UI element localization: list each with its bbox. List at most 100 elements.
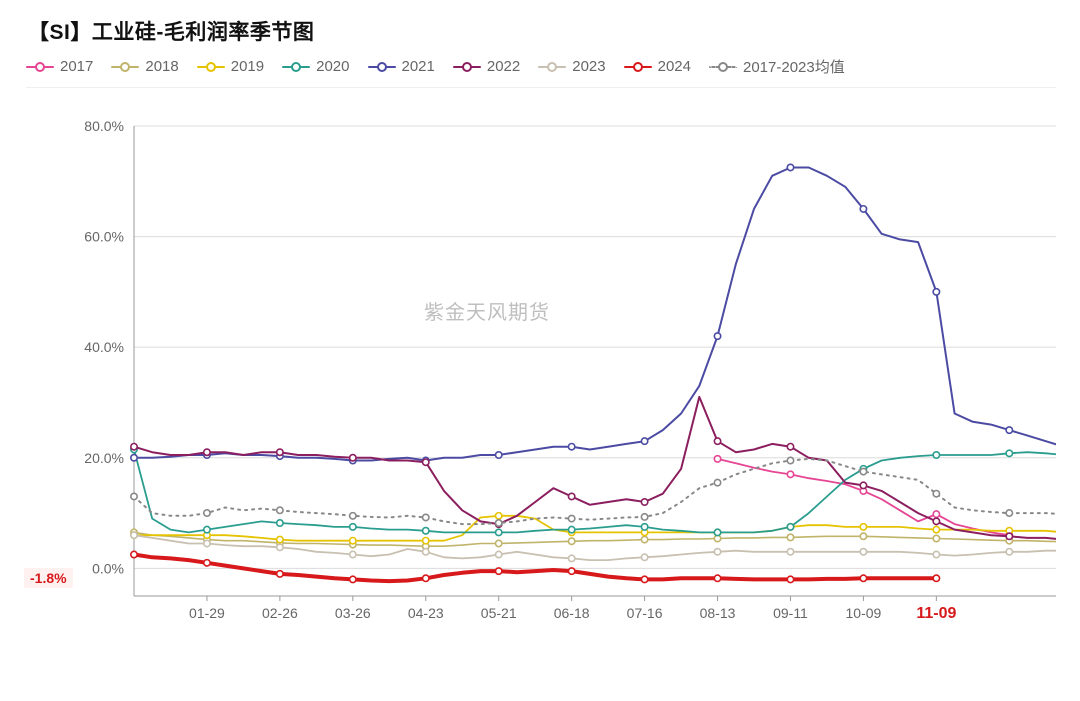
series-marker-2023 — [204, 540, 210, 546]
series-marker-2017-2023均值 — [568, 515, 574, 521]
series-marker-2020 — [277, 520, 283, 526]
series-marker-2024 — [350, 576, 356, 582]
series-line-2022 — [134, 397, 1056, 540]
series-marker-2023 — [350, 551, 356, 557]
series-marker-2023 — [277, 544, 283, 550]
x-tick-label: 09-11 — [773, 605, 808, 621]
series-marker-2024 — [860, 575, 866, 581]
series-marker-2017-2023均值 — [641, 514, 647, 520]
chart-title: 【SI】工业硅-毛利润率季节图 — [28, 16, 1056, 46]
y-tick-label: 40.0% — [84, 339, 124, 355]
series-marker-2019 — [350, 538, 356, 544]
series-marker-2020 — [1006, 450, 1012, 456]
legend-item-2019[interactable]: 2019 — [197, 58, 264, 75]
series-marker-2017-2023均值 — [933, 491, 939, 497]
series-marker-2020 — [350, 524, 356, 530]
x-tick-label: 03-26 — [335, 605, 371, 621]
series-marker-2017-2023均值 — [787, 457, 793, 463]
legend-item-2017[interactable]: 2017 — [26, 58, 93, 75]
series-marker-2024 — [131, 551, 137, 557]
series-marker-2020 — [423, 528, 429, 534]
series-marker-2022 — [568, 493, 574, 499]
series-marker-2017-2023均值 — [423, 514, 429, 520]
legend-item-2022[interactable]: 2022 — [453, 58, 520, 75]
legend-item-2023[interactable]: 2023 — [538, 58, 605, 75]
legend-label: 2022 — [487, 58, 520, 75]
series-marker-2018 — [568, 538, 574, 544]
series-marker-2020 — [714, 529, 720, 535]
series-marker-2023 — [641, 554, 647, 560]
series-marker-2023 — [714, 549, 720, 555]
x-tick-label: 06-18 — [554, 605, 590, 621]
series-marker-2022 — [933, 518, 939, 524]
series-marker-2022 — [350, 455, 356, 461]
series-line-2024 — [134, 555, 936, 582]
legend-swatch — [111, 60, 139, 74]
series-marker-2021 — [131, 455, 137, 461]
series-marker-2024 — [568, 568, 574, 574]
series-marker-2022 — [714, 438, 720, 444]
x-tick-label: 04-23 — [408, 605, 444, 621]
series-marker-2024 — [496, 568, 502, 574]
legend-swatch — [368, 60, 396, 74]
legend-swatch — [453, 60, 481, 74]
series-marker-2017-2023均值 — [277, 507, 283, 513]
legend: 2017 2018 2019 2020 2021 2022 2023 2024 2017-202… — [26, 56, 1056, 88]
series-marker-2021 — [1006, 427, 1012, 433]
y-tick-label: 20.0% — [84, 450, 124, 466]
legend-label: 2018 — [145, 58, 178, 75]
series-marker-2022 — [277, 449, 283, 455]
x-tick-label: 02-26 — [262, 605, 298, 621]
series-marker-2017 — [933, 511, 939, 517]
series-marker-2021 — [496, 452, 502, 458]
legend-label: 2017 — [60, 58, 93, 75]
series-marker-2021 — [641, 438, 647, 444]
series-marker-2022 — [787, 444, 793, 450]
series-marker-2023 — [1006, 549, 1012, 555]
series-marker-2022 — [1006, 533, 1012, 539]
series-line-2017-2023均值 — [134, 459, 1056, 524]
series-marker-2019 — [423, 538, 429, 544]
series-marker-2023 — [496, 551, 502, 557]
series-marker-2022 — [423, 459, 429, 465]
series-marker-2022 — [131, 444, 137, 450]
chart-root: 【SI】工业硅-毛利润率季节图 2017 2018 2019 2020 2021 2022… — [0, 0, 1080, 701]
series-marker-2017 — [787, 471, 793, 477]
legend-label: 2017-2023均值 — [743, 56, 845, 77]
series-marker-2018 — [496, 540, 502, 546]
series-marker-2017-2023均值 — [1006, 510, 1012, 516]
y-tick-label: 60.0% — [84, 229, 124, 245]
series-marker-2021 — [714, 333, 720, 339]
series-marker-2024 — [204, 560, 210, 566]
legend-item-2024[interactable]: 2024 — [624, 58, 691, 75]
series-marker-2022 — [641, 499, 647, 505]
series-marker-2017-2023均值 — [204, 510, 210, 516]
x-tick-label: 07-16 — [627, 605, 663, 621]
series-marker-2024 — [933, 575, 939, 581]
series-line-2021 — [134, 168, 1056, 461]
legend-item-2021[interactable]: 2021 — [368, 58, 435, 75]
series-marker-2020 — [933, 452, 939, 458]
series-marker-2023 — [423, 549, 429, 555]
legend-item-2018[interactable]: 2018 — [111, 58, 178, 75]
series-marker-2019 — [496, 513, 502, 519]
x-tick-label: 01-29 — [189, 605, 225, 621]
legend-swatch — [709, 60, 737, 74]
legend-item-2020[interactable]: 2020 — [282, 58, 349, 75]
series-marker-2017-2023均值 — [131, 493, 137, 499]
series-marker-2024 — [641, 576, 647, 582]
y-tick-label: 0.0% — [92, 560, 124, 576]
legend-swatch — [197, 60, 225, 74]
series-marker-2017-2023均值 — [714, 479, 720, 485]
current-value-badge: -1.8% — [24, 568, 73, 588]
series-marker-2017-2023均值 — [860, 468, 866, 474]
legend-label: 2021 — [402, 58, 435, 75]
series-marker-2017 — [714, 456, 720, 462]
x-tick-label: 10-09 — [846, 605, 882, 621]
x-tick-label: 05-21 — [481, 605, 517, 621]
series-marker-2024 — [277, 571, 283, 577]
series-marker-2020 — [787, 524, 793, 530]
chart-area: 紫金天风期货 0.0%20.0%40.0%60.0%80.0%01-2902-2… — [24, 96, 1056, 656]
legend-label: 2019 — [231, 58, 264, 75]
legend-item-2017-2023均值[interactable]: 2017-2023均值 — [709, 56, 845, 77]
